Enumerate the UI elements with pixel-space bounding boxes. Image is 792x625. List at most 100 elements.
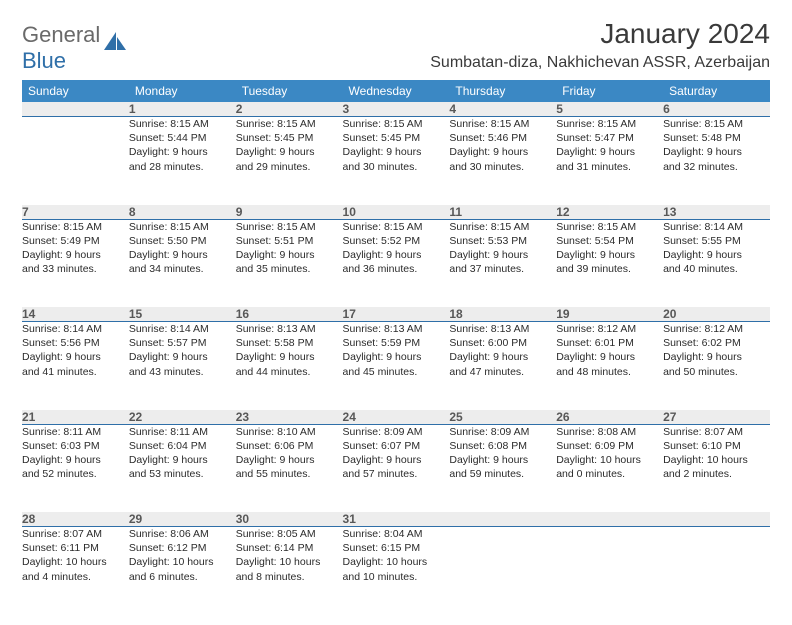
sunset-text: Sunset: 5:45 PM [343, 131, 450, 145]
daylight-text-1: Daylight: 9 hours [22, 453, 129, 467]
day-number: 17 [343, 307, 450, 322]
sunset-text: Sunset: 6:00 PM [449, 336, 556, 350]
sunset-text: Sunset: 6:12 PM [129, 541, 236, 555]
daylight-text-1: Daylight: 9 hours [236, 453, 343, 467]
sunset-text: Sunset: 5:57 PM [129, 336, 236, 350]
sunrise-text: Sunrise: 8:13 AM [449, 322, 556, 336]
day-header: Thursday [449, 80, 556, 102]
daylight-text-1: Daylight: 9 hours [22, 248, 129, 262]
day-number: 16 [236, 307, 343, 322]
daylight-text-2: and 57 minutes. [343, 467, 450, 481]
daylight-text-1: Daylight: 10 hours [663, 453, 770, 467]
sunset-text: Sunset: 6:06 PM [236, 439, 343, 453]
day-cell: Sunrise: 8:14 AMSunset: 5:55 PMDaylight:… [663, 219, 770, 307]
day-cell: Sunrise: 8:15 AMSunset: 5:46 PMDaylight:… [449, 117, 556, 205]
sunrise-text: Sunrise: 8:10 AM [236, 425, 343, 439]
sunrise-text: Sunrise: 8:12 AM [556, 322, 663, 336]
daylight-text-1: Daylight: 10 hours [343, 555, 450, 569]
logo-text: General Blue [22, 22, 100, 74]
sunrise-text: Sunrise: 8:11 AM [129, 425, 236, 439]
sunset-text: Sunset: 5:56 PM [22, 336, 129, 350]
day-number: 2 [236, 102, 343, 117]
sunrise-text: Sunrise: 8:15 AM [236, 117, 343, 131]
day-number: 19 [556, 307, 663, 322]
day-cell: Sunrise: 8:15 AMSunset: 5:49 PMDaylight:… [22, 219, 129, 307]
logo-sail-icon [102, 30, 128, 57]
day-cell: Sunrise: 8:07 AMSunset: 6:10 PMDaylight:… [663, 424, 770, 512]
sunset-text: Sunset: 5:48 PM [663, 131, 770, 145]
calendar-table: SundayMondayTuesdayWednesdayThursdayFrid… [22, 80, 770, 615]
daylight-text-2: and 28 minutes. [129, 160, 236, 174]
day-number: 31 [343, 512, 450, 527]
day-cell: Sunrise: 8:13 AMSunset: 5:59 PMDaylight:… [343, 322, 450, 410]
daylight-text-1: Daylight: 9 hours [343, 248, 450, 262]
day-cell: Sunrise: 8:15 AMSunset: 5:47 PMDaylight:… [556, 117, 663, 205]
day-cell: Sunrise: 8:06 AMSunset: 6:12 PMDaylight:… [129, 527, 236, 615]
sunset-text: Sunset: 6:03 PM [22, 439, 129, 453]
day-cell: Sunrise: 8:09 AMSunset: 6:07 PMDaylight:… [343, 424, 450, 512]
location: Sumbatan-diza, Nakhichevan ASSR, Azerbai… [430, 54, 770, 72]
day-number: 23 [236, 410, 343, 425]
daylight-text-1: Daylight: 9 hours [343, 453, 450, 467]
day-number [22, 102, 129, 117]
day-cell [22, 117, 129, 205]
day-cell: Sunrise: 8:15 AMSunset: 5:44 PMDaylight:… [129, 117, 236, 205]
day-cell: Sunrise: 8:15 AMSunset: 5:45 PMDaylight:… [343, 117, 450, 205]
sunrise-text: Sunrise: 8:09 AM [449, 425, 556, 439]
calendar-head: SundayMondayTuesdayWednesdayThursdayFrid… [22, 80, 770, 102]
sunrise-text: Sunrise: 8:07 AM [22, 527, 129, 541]
daynum-row: 14151617181920 [22, 307, 770, 322]
day-number: 12 [556, 205, 663, 220]
daylight-text-2: and 32 minutes. [663, 160, 770, 174]
daylight-text-1: Daylight: 10 hours [236, 555, 343, 569]
daylight-text-2: and 45 minutes. [343, 365, 450, 379]
sunset-text: Sunset: 5:47 PM [556, 131, 663, 145]
day-number: 20 [663, 307, 770, 322]
sunset-text: Sunset: 5:46 PM [449, 131, 556, 145]
month-title: January 2024 [430, 18, 770, 50]
day-number [663, 512, 770, 527]
daylight-text-1: Daylight: 9 hours [343, 350, 450, 364]
day-number: 13 [663, 205, 770, 220]
sunset-text: Sunset: 5:54 PM [556, 234, 663, 248]
day-cell: Sunrise: 8:05 AMSunset: 6:14 PMDaylight:… [236, 527, 343, 615]
sunrise-text: Sunrise: 8:09 AM [343, 425, 450, 439]
day-cell: Sunrise: 8:14 AMSunset: 5:57 PMDaylight:… [129, 322, 236, 410]
day-number: 8 [129, 205, 236, 220]
daylight-text-2: and 34 minutes. [129, 262, 236, 276]
sunset-text: Sunset: 5:44 PM [129, 131, 236, 145]
sunrise-text: Sunrise: 8:11 AM [22, 425, 129, 439]
day-cell: Sunrise: 8:15 AMSunset: 5:54 PMDaylight:… [556, 219, 663, 307]
daylight-text-2: and 0 minutes. [556, 467, 663, 481]
logo-word2: Blue [22, 48, 66, 73]
day-number: 28 [22, 512, 129, 527]
calendar-body: 123456Sunrise: 8:15 AMSunset: 5:44 PMDay… [22, 102, 770, 615]
sunset-text: Sunset: 6:10 PM [663, 439, 770, 453]
day-cell: Sunrise: 8:14 AMSunset: 5:56 PMDaylight:… [22, 322, 129, 410]
daylight-text-2: and 30 minutes. [343, 160, 450, 174]
daylight-text-1: Daylight: 9 hours [663, 145, 770, 159]
day-number: 3 [343, 102, 450, 117]
day-header: Wednesday [343, 80, 450, 102]
day-cell [663, 527, 770, 615]
day-number: 25 [449, 410, 556, 425]
title-block: January 2024 Sumbatan-diza, Nakhichevan … [430, 18, 770, 72]
daylight-text-2: and 55 minutes. [236, 467, 343, 481]
day-cell: Sunrise: 8:08 AMSunset: 6:09 PMDaylight:… [556, 424, 663, 512]
daylight-text-2: and 50 minutes. [663, 365, 770, 379]
daylight-text-2: and 36 minutes. [343, 262, 450, 276]
daylight-text-2: and 29 minutes. [236, 160, 343, 174]
sunset-text: Sunset: 5:55 PM [663, 234, 770, 248]
day-number: 7 [22, 205, 129, 220]
sunset-text: Sunset: 5:49 PM [22, 234, 129, 248]
daylight-text-2: and 52 minutes. [22, 467, 129, 481]
sunrise-text: Sunrise: 8:14 AM [129, 322, 236, 336]
day-number: 24 [343, 410, 450, 425]
sunrise-text: Sunrise: 8:08 AM [556, 425, 663, 439]
day-cell [556, 527, 663, 615]
daylight-text-1: Daylight: 9 hours [449, 145, 556, 159]
day-number: 30 [236, 512, 343, 527]
sunrise-text: Sunrise: 8:15 AM [556, 117, 663, 131]
daylight-text-1: Daylight: 9 hours [343, 145, 450, 159]
sunset-text: Sunset: 5:59 PM [343, 336, 450, 350]
